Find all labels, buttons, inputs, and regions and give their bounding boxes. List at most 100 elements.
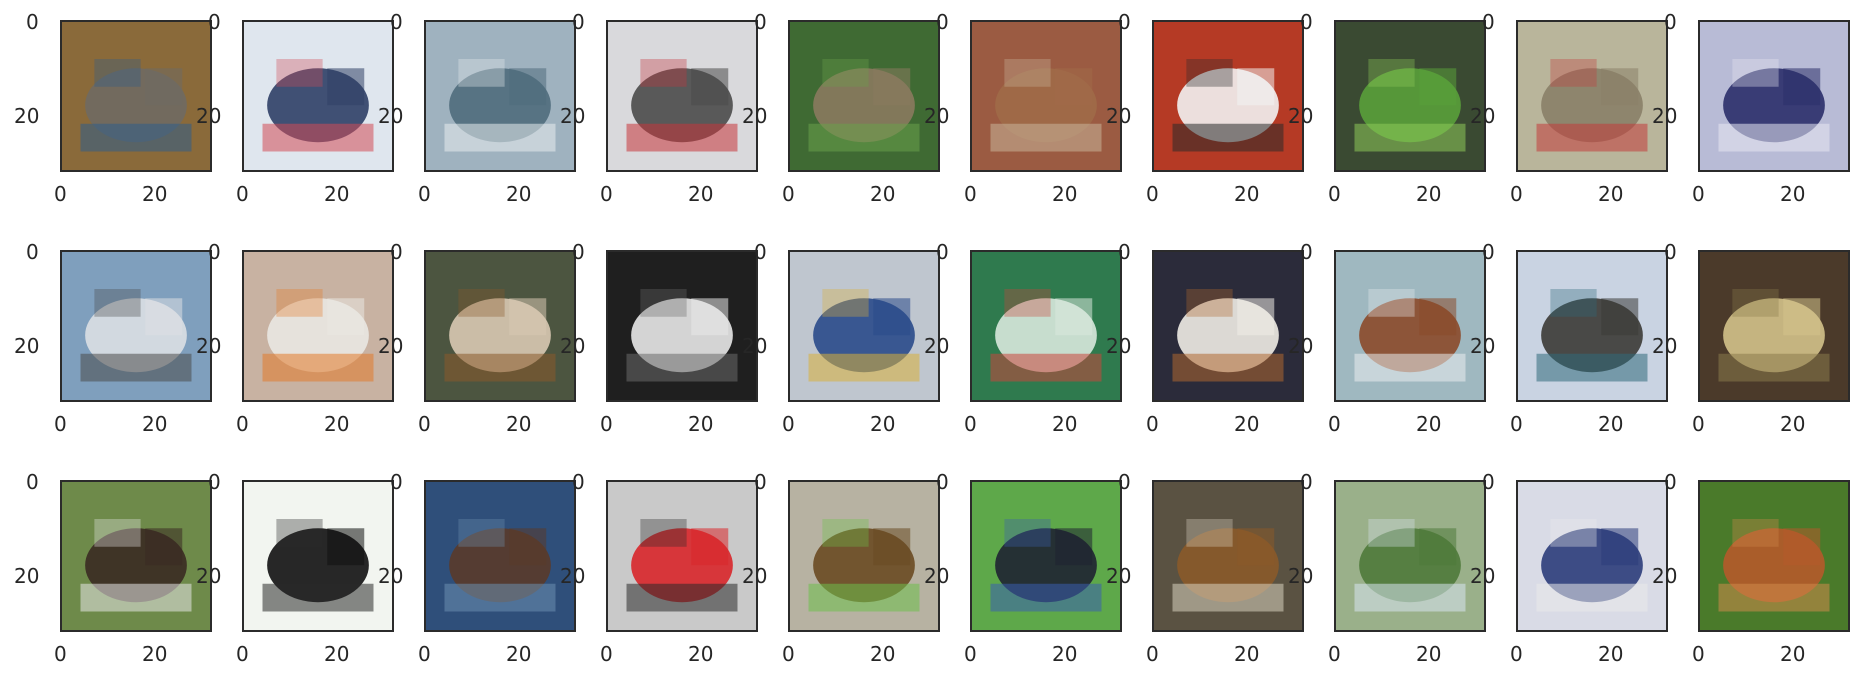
y-tick-label: 20 (1106, 564, 1132, 588)
y-tick-label: 0 (1482, 470, 1495, 494)
y-tick-label: 0 (1118, 240, 1131, 264)
x-tick-label: 20 (688, 182, 714, 206)
x-tick-label: 20 (1780, 182, 1806, 206)
image-pixels (1336, 482, 1484, 630)
x-tick-label: 0 (600, 182, 613, 206)
airplane-image (606, 20, 758, 172)
truck-image (1516, 480, 1668, 632)
image-panel: 0 20 0 20 (14, 242, 212, 434)
x-tick-label: 0 (418, 182, 431, 206)
image-panel: 0 20 0 20 (1288, 12, 1486, 204)
x-tick-label: 20 (1234, 412, 1260, 436)
y-tick-label: 0 (1118, 470, 1131, 494)
x-tick-label: 0 (54, 182, 67, 206)
image-pixels (62, 482, 210, 630)
image-panel: 0 20 0 20 (1106, 12, 1304, 204)
y-tick-label: 20 (1288, 104, 1314, 128)
y-tick-label: 0 (1300, 240, 1313, 264)
image-panel: 0 20 0 20 (924, 472, 1122, 664)
x-tick-label: 20 (1780, 412, 1806, 436)
image-pixels (426, 22, 574, 170)
y-tick-label: 20 (742, 564, 768, 588)
ship-image (424, 20, 576, 172)
y-tick-label: 0 (390, 240, 403, 264)
x-tick-label: 0 (1328, 642, 1341, 666)
x-tick-label: 0 (1510, 412, 1523, 436)
image-pixels (62, 22, 210, 170)
y-tick-label: 0 (390, 470, 403, 494)
x-tick-label: 0 (1510, 642, 1523, 666)
x-tick-label: 0 (964, 182, 977, 206)
x-tick-label: 20 (688, 642, 714, 666)
y-tick-label: 0 (1118, 10, 1131, 34)
y-tick-label: 20 (1652, 104, 1678, 128)
airplane-image (242, 480, 394, 632)
image-panel: 0 20 0 20 (196, 472, 394, 664)
horse-image (606, 250, 758, 402)
x-tick-label: 0 (1692, 412, 1705, 436)
x-tick-label: 20 (1234, 182, 1260, 206)
image-pixels (62, 252, 210, 400)
image-pixels (1700, 22, 1848, 170)
automobile-image (1698, 20, 1850, 172)
x-tick-label: 0 (54, 412, 67, 436)
image-pixels (1518, 482, 1666, 630)
x-tick-label: 20 (142, 412, 168, 436)
y-tick-label: 0 (572, 10, 585, 34)
y-tick-label: 0 (208, 240, 221, 264)
y-tick-label: 20 (924, 104, 950, 128)
x-tick-label: 20 (1598, 642, 1624, 666)
x-tick-label: 0 (1146, 182, 1159, 206)
x-tick-label: 0 (1692, 182, 1705, 206)
x-tick-label: 0 (600, 642, 613, 666)
x-tick-label: 20 (142, 642, 168, 666)
image-pixels (790, 252, 938, 400)
y-tick-label: 20 (560, 334, 586, 358)
x-tick-label: 20 (870, 182, 896, 206)
airplane-image (1334, 480, 1486, 632)
y-tick-label: 20 (1470, 334, 1496, 358)
dog-image (1152, 250, 1304, 402)
image-panel: 0 20 0 20 (742, 472, 940, 664)
x-tick-label: 0 (236, 642, 249, 666)
image-pixels (1154, 482, 1302, 630)
y-tick-label: 20 (742, 334, 768, 358)
x-tick-label: 20 (324, 642, 350, 666)
y-tick-label: 0 (1664, 10, 1677, 34)
y-tick-label: 20 (14, 334, 40, 358)
image-pixels (1700, 482, 1848, 630)
image-pixels (972, 22, 1120, 170)
cat-image (1516, 20, 1668, 172)
y-tick-label: 0 (1300, 470, 1313, 494)
deer-image (424, 480, 576, 632)
y-tick-label: 20 (560, 104, 586, 128)
image-panel: 0 20 0 20 (378, 12, 576, 204)
automobile-image (1152, 20, 1304, 172)
x-tick-label: 20 (1416, 182, 1442, 206)
y-tick-label: 0 (1664, 470, 1677, 494)
image-panel: 0 20 0 20 (924, 242, 1122, 434)
image-panel: 0 20 0 20 (1106, 242, 1304, 434)
y-tick-label: 20 (924, 564, 950, 588)
x-tick-label: 0 (1328, 412, 1341, 436)
y-tick-label: 0 (26, 10, 39, 34)
deer-image (1152, 480, 1304, 632)
x-tick-label: 0 (1146, 642, 1159, 666)
y-tick-label: 20 (1288, 564, 1314, 588)
image-panel: 0 20 0 20 (1470, 12, 1668, 204)
y-tick-label: 20 (1470, 564, 1496, 588)
image-pixels (608, 252, 756, 400)
y-tick-label: 20 (1652, 564, 1678, 588)
x-tick-label: 20 (324, 182, 350, 206)
image-pixels (790, 22, 938, 170)
y-tick-label: 20 (1652, 334, 1678, 358)
image-pixels (1518, 252, 1666, 400)
y-tick-label: 20 (378, 334, 404, 358)
x-tick-label: 20 (1780, 642, 1806, 666)
image-panel: 0 20 0 20 (14, 472, 212, 664)
x-tick-label: 0 (782, 182, 795, 206)
image-panel: 0 20 0 20 (378, 242, 576, 434)
y-tick-label: 0 (208, 470, 221, 494)
y-tick-label: 20 (742, 104, 768, 128)
x-tick-label: 0 (1692, 642, 1705, 666)
